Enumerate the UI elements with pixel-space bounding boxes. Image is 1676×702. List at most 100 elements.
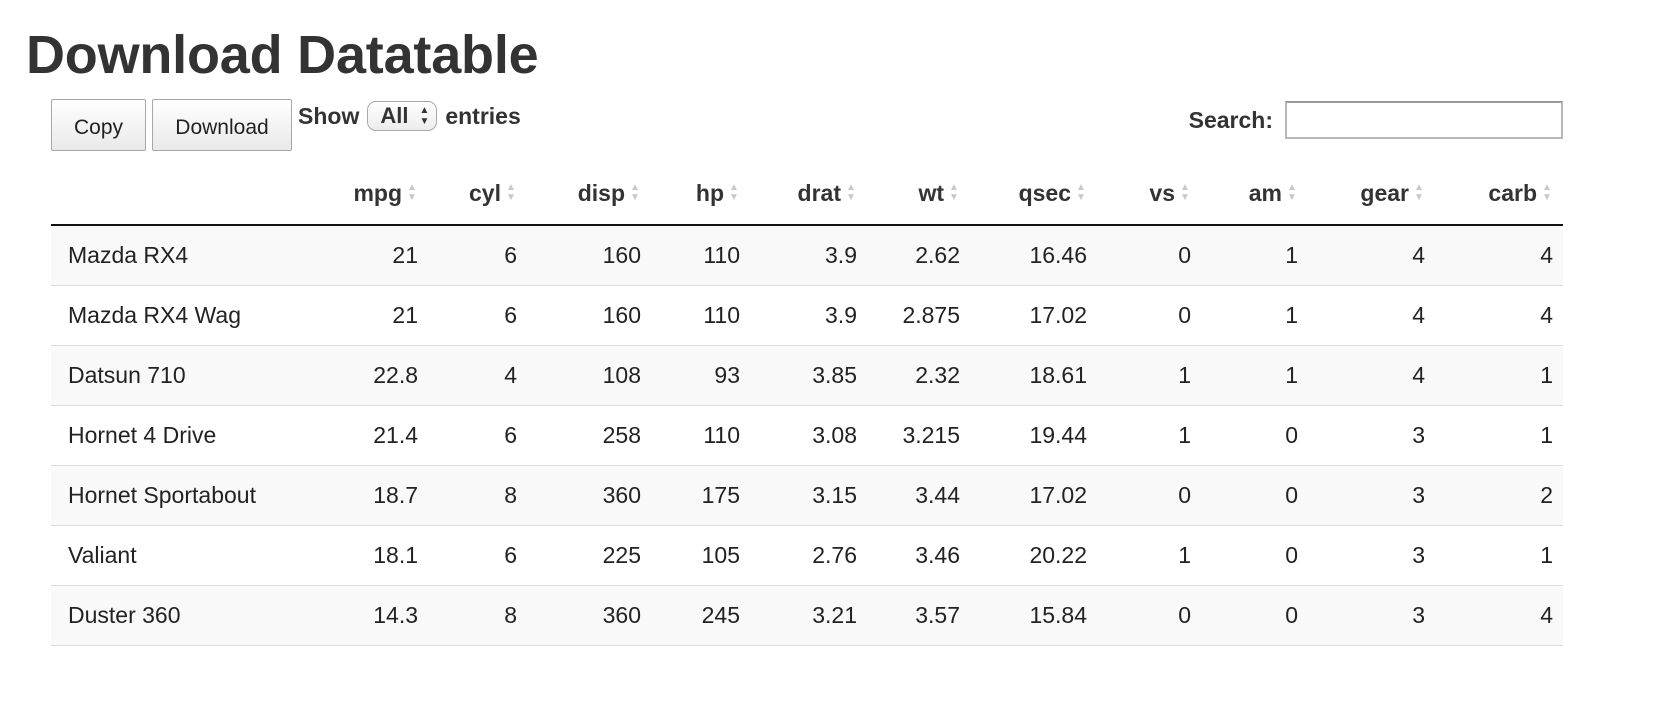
column-header-label: hp (695, 179, 724, 206)
table-row[interactable]: Datsun 710 22.8 4 108 93 3.85 2.32 18.61 1 1 4 1 (51, 345, 1563, 406)
column-header-content: cyl ▲ ▼ (469, 180, 517, 207)
sort-both-icon: ▲ ▼ (949, 182, 959, 203)
cell-am: 1 (1201, 345, 1308, 406)
column-header-cyl[interactable]: cyl ▲ ▼ (428, 162, 527, 226)
cell-mpg: 21.4 (331, 405, 428, 466)
cell-vs: 0 (1097, 465, 1201, 526)
cell-drat: 3.08 (750, 405, 867, 466)
column-header-label: vs (1149, 179, 1175, 206)
column-header-label: drat (797, 179, 841, 206)
column-header-content: am ▲ ▼ (1249, 180, 1298, 207)
cell-vs: 1 (1097, 405, 1201, 466)
cell-carb: 4 (1435, 585, 1563, 646)
row-name-cell: Datsun 710 (51, 345, 331, 406)
row-name-cell: Hornet Sportabout (51, 465, 331, 526)
cell-hp: 245 (651, 585, 750, 646)
column-header-drat[interactable]: drat ▲ ▼ (750, 162, 867, 226)
column-header-label: mpg (353, 179, 402, 206)
cell-carb: 1 (1435, 525, 1563, 586)
column-header-wt[interactable]: wt ▲ ▼ (867, 162, 970, 226)
column-header-vs[interactable]: vs ▲ ▼ (1097, 162, 1201, 226)
column-header-am[interactable]: am ▲ ▼ (1201, 162, 1308, 226)
sort-both-icon: ▲ ▼ (846, 182, 856, 203)
column-header-content: carb ▲ ▼ (1488, 180, 1553, 207)
sort-both-icon: ▲ ▼ (407, 182, 417, 203)
cell-mpg: 22.8 (331, 345, 428, 406)
cell-cyl: 6 (428, 525, 527, 586)
sort-both-icon: ▲ ▼ (1076, 182, 1086, 203)
cell-drat: 2.76 (750, 525, 867, 586)
column-header-content: hp ▲ ▼ (696, 180, 740, 207)
cell-gear: 4 (1308, 345, 1435, 406)
sort-both-icon: ▲ ▼ (1542, 182, 1552, 203)
table-header: mpg ▲ ▼ cyl ▲ ▼ disp ▲ ▼ hp ▲ ▼ drat ▲ ▼ wt ▲ ▼ qsec ▲ ▼ vs ▲ ▼… (51, 162, 1563, 226)
column-header-mpg[interactable]: mpg ▲ ▼ (331, 162, 428, 226)
column-header-label: wt (918, 179, 944, 206)
cell-carb: 4 (1435, 225, 1563, 286)
cell-vs: 0 (1097, 225, 1201, 286)
sort-both-icon: ▲ ▼ (506, 182, 516, 203)
cell-cyl: 6 (428, 405, 527, 466)
column-header-content: vs ▲ ▼ (1149, 180, 1191, 207)
table-row[interactable]: Hornet Sportabout 18.7 8 360 175 3.15 3.44 17.0… (51, 465, 1563, 526)
column-header-label: cyl (469, 179, 501, 206)
column-header-content: disp ▲ ▼ (578, 180, 641, 207)
column-header-hp[interactable]: hp ▲ ▼ (651, 162, 750, 226)
table-row[interactable]: Mazda RX4 Wag 21 6 160 110 3.9 2.875 17.02 0 1 4 4 (51, 285, 1563, 346)
sort-both-icon: ▲ ▼ (1414, 182, 1424, 203)
table-row[interactable]: Mazda RX4 21 6 160 110 3.9 2.62 16.46 0 1 4 4 (51, 225, 1563, 286)
length-select-value: All (380, 103, 409, 128)
cell-gear: 4 (1308, 225, 1435, 286)
column-header-gear[interactable]: gear ▲ ▼ (1308, 162, 1435, 226)
column-header-label: am (1248, 179, 1282, 206)
column-header-disp[interactable]: disp ▲ ▼ (527, 162, 651, 226)
table-row[interactable]: Duster 360 14.3 8 360 245 3.21 3.57 15.84 0 0 3 4 (51, 585, 1563, 646)
cell-carb: 2 (1435, 465, 1563, 526)
header-row: mpg ▲ ▼ cyl ▲ ▼ disp ▲ ▼ hp ▲ ▼ drat ▲ ▼ wt ▲ ▼ qsec ▲ ▼ vs ▲ ▼… (51, 162, 1563, 226)
sort-both-icon: ▲ ▼ (630, 182, 640, 203)
download-button[interactable]: Download (152, 99, 292, 151)
copy-button[interactable]: Copy (51, 99, 146, 151)
row-name-cell: Duster 360 (51, 585, 331, 646)
cell-hp: 110 (651, 225, 750, 286)
show-label: Show (298, 102, 360, 129)
sort-both-icon: ▲ ▼ (1180, 182, 1190, 203)
cell-drat: 3.9 (750, 225, 867, 286)
cell-mpg: 21 (331, 285, 428, 346)
search-control: Search: (1189, 100, 1563, 140)
search-label: Search: (1188, 106, 1273, 133)
cell-gear: 3 (1308, 405, 1435, 466)
cell-qsec: 20.22 (970, 525, 1097, 586)
cell-hp: 110 (651, 405, 750, 466)
column-header-label: qsec (1018, 179, 1071, 206)
column-header-label: carb (1488, 179, 1537, 206)
cell-vs: 0 (1097, 585, 1201, 646)
cell-hp: 93 (651, 345, 750, 406)
cell-am: 0 (1201, 405, 1308, 466)
cell-qsec: 18.61 (970, 345, 1097, 406)
entries-length-select[interactable]: All ▲ ▼ (367, 101, 438, 131)
cell-am: 1 (1201, 285, 1308, 346)
cell-cyl: 6 (428, 225, 527, 286)
cell-mpg: 18.1 (331, 525, 428, 586)
search-input[interactable] (1285, 101, 1563, 139)
cell-wt: 3.215 (867, 405, 970, 466)
table-row[interactable]: Hornet 4 Drive 21.4 6 258 110 3.08 3.215 19.44 1… (51, 405, 1563, 466)
table-row[interactable]: Valiant 18.1 6 225 105 2.76 3.46 20.22 1 0 3 1 (51, 525, 1563, 586)
cell-mpg: 14.3 (331, 585, 428, 646)
cell-am: 0 (1201, 465, 1308, 526)
column-header-qsec[interactable]: qsec ▲ ▼ (970, 162, 1097, 226)
header-rownames[interactable] (51, 162, 331, 226)
column-header-carb[interactable]: carb ▲ ▼ (1435, 162, 1563, 226)
cell-gear: 3 (1308, 465, 1435, 526)
cell-disp: 258 (527, 405, 651, 466)
entries-label: entries (445, 102, 521, 129)
cell-disp: 360 (527, 465, 651, 526)
cell-hp: 105 (651, 525, 750, 586)
cell-qsec: 19.44 (970, 405, 1097, 466)
page-title: Download Datatable (26, 25, 539, 85)
cell-mpg: 21 (331, 225, 428, 286)
cell-disp: 360 (527, 585, 651, 646)
cell-disp: 225 (527, 525, 651, 586)
cell-carb: 4 (1435, 285, 1563, 346)
